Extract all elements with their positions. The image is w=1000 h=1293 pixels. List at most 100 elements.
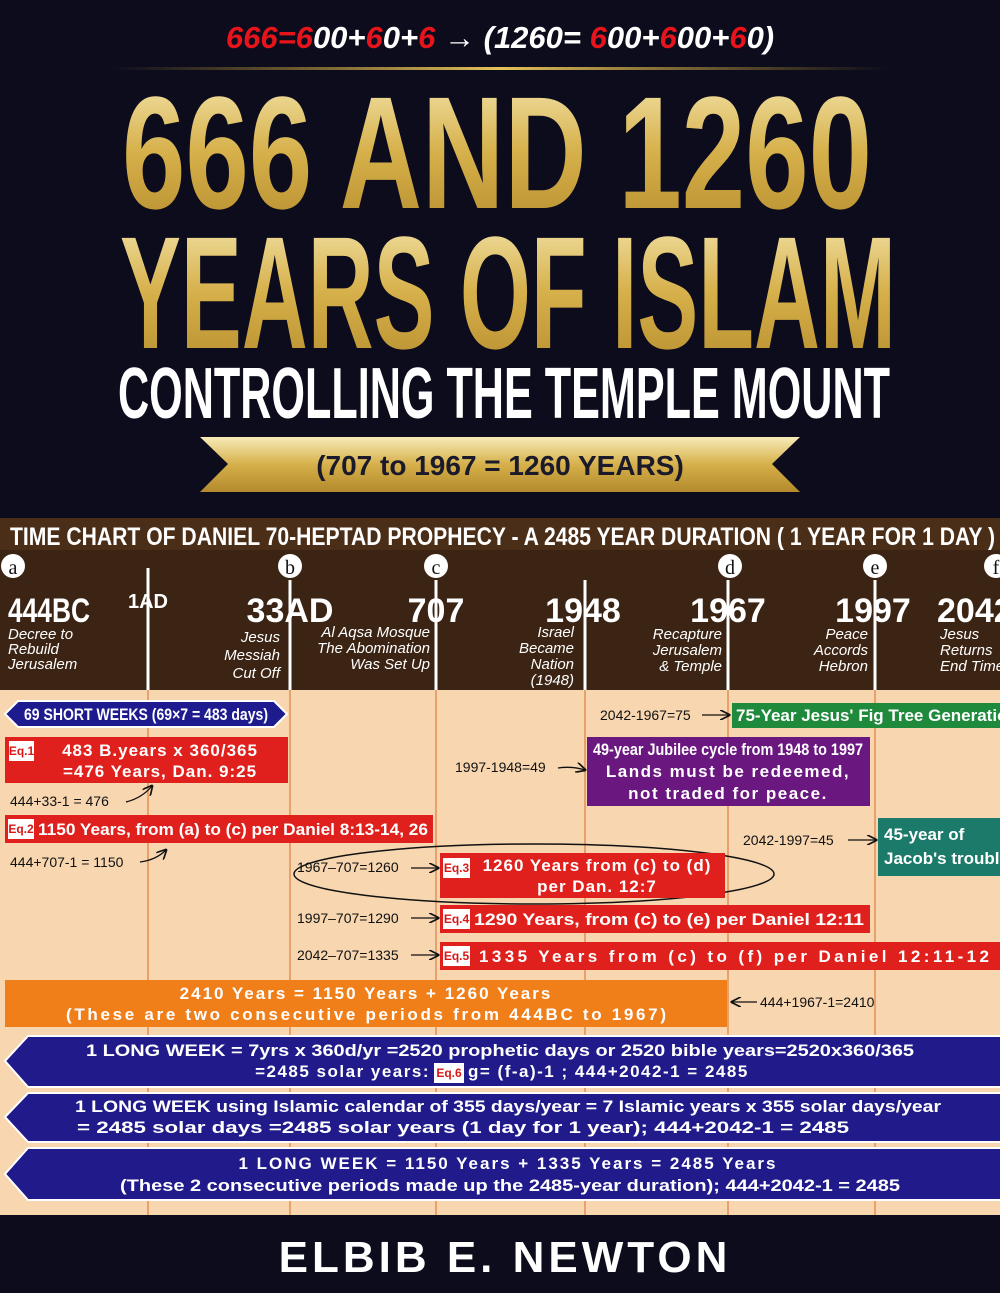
jubilee-line: Lands must be redeemed, — [606, 762, 850, 781]
arrow — [139, 850, 166, 863]
marker-circle — [718, 554, 742, 578]
jacob-line: 45-year of — [884, 825, 965, 844]
sum-line: 2410 Years = 1150 Years + 1260 Years — [180, 984, 553, 1003]
banner-text: (707 to 1967 = 1260 YEARS) — [316, 450, 684, 481]
formula-part: 6 — [659, 20, 677, 55]
formula-part: → (1260= — [435, 20, 589, 55]
badge-text: Eq.1 — [9, 744, 35, 758]
note: 444+707-1 = 1150 — [10, 854, 124, 870]
formula-part: 6 — [590, 20, 608, 55]
formula-part: 00+ — [313, 20, 366, 55]
marker: c — [432, 557, 441, 579]
badge-text: Eq.4 — [444, 912, 470, 926]
short-weeks: 69 SHORT WEEKS (69×7 = 483 days) — [24, 705, 268, 724]
author: ELBIB E. NEWTON — [279, 1233, 732, 1282]
long-week-line: (These 2 consecutive periods made up the… — [120, 1176, 900, 1195]
title-line: YEARS OF ISLAM — [120, 203, 896, 382]
badge-text: Eq.6 — [436, 1066, 462, 1080]
short-weeks-box — [3, 700, 289, 728]
year: 1997 — [835, 592, 911, 630]
eq3-line: 1260 Years from (c) to (d) — [483, 856, 712, 875]
jacob-box — [878, 818, 1000, 876]
eq4-box — [440, 905, 870, 933]
formula-part: 0) — [747, 20, 775, 55]
timeline-header — [0, 550, 1000, 690]
jubilee-box — [587, 737, 870, 806]
marker: b — [285, 557, 295, 579]
badge — [443, 909, 470, 929]
marker: d — [725, 557, 735, 579]
eq1-line: =476 Years, Dan. 9:25 — [63, 762, 257, 781]
markers: a b c d e f — [1, 554, 1000, 579]
footer — [0, 1215, 1000, 1293]
year-small: 1AD — [128, 591, 168, 613]
long-week-box — [3, 1035, 1000, 1088]
eq1-box — [5, 737, 288, 783]
sum-box — [5, 980, 727, 1027]
marker-circle — [424, 554, 448, 578]
eq4-text: 1290 Years, from (c) to (e) per Daniel 1… — [474, 910, 864, 929]
caption: Nation — [531, 656, 574, 673]
caption: Peace — [825, 626, 868, 643]
columns: 444BC Decree to Rebuild Jerusalem 33AD J… — [7, 592, 1000, 689]
marker-circle — [1, 554, 25, 578]
jacob-line: Jacob's trouble — [884, 849, 1000, 868]
formula-part: 6 — [729, 20, 747, 55]
caption: Hebron — [819, 658, 868, 675]
note: 2042-1967=75 — [600, 707, 691, 723]
caption: The Abomination — [317, 640, 430, 657]
badge-text: Eq.5 — [444, 949, 470, 963]
year: 444BC — [8, 592, 90, 630]
long-week-line: 1 LONG WEEK using Islamic calendar of 35… — [75, 1097, 941, 1116]
eq5-box — [440, 942, 1000, 970]
arrow — [125, 786, 152, 803]
note: 1997-1948=49 — [455, 759, 546, 775]
subtitle: CONTROLLING THE TEMPLE MOUNT — [118, 354, 890, 434]
long-week-line: 1 LONG WEEK = 1150 Years + 1335 Years = … — [238, 1154, 777, 1173]
long-week-line: g= (f-a)-1 ; 444+2042-1 = 2485 — [468, 1062, 749, 1081]
caption: (1948) — [531, 672, 574, 689]
badge — [443, 858, 470, 878]
year: 2042 — [937, 592, 1000, 630]
badge — [434, 1063, 464, 1083]
chart-title-bar — [0, 518, 1000, 550]
badge-text: Eq.2 — [8, 822, 34, 836]
formula-part: 6 — [366, 20, 384, 55]
marker-circle — [984, 554, 1000, 578]
header-separators — [146, 568, 877, 690]
formula-part: 00+ — [677, 20, 730, 55]
eq2-text: 1150 Years, from (a) to (c) per Daniel 8… — [38, 820, 428, 839]
eq1-line: 483 B.years x 360/365 — [62, 741, 258, 760]
caption: Decree to — [8, 626, 73, 643]
caption: Messiah — [224, 647, 280, 664]
year: 1967 — [690, 592, 766, 630]
caption: Was Set Up — [350, 656, 430, 673]
badge-text: Eq.3 — [444, 861, 470, 875]
fig-tree: 75-Year Jesus' Fig Tree Generation — [736, 706, 1000, 725]
marker-circle — [863, 554, 887, 578]
note: 444+1967-1=2410 — [760, 994, 875, 1010]
long-week-box — [3, 1092, 1000, 1143]
caption: Became — [519, 640, 574, 657]
caption: End Time — [940, 658, 1000, 675]
caption: Jesus — [939, 626, 980, 643]
year: 1948 — [545, 592, 621, 630]
formula-part: 00+ — [607, 20, 660, 55]
marker: f — [993, 557, 1000, 579]
note: 2042–707=1335 — [297, 947, 399, 963]
eq2-box — [5, 815, 433, 843]
highlight-ellipse — [293, 843, 775, 905]
year: 707 — [408, 592, 465, 630]
caption: & Temple — [659, 658, 722, 675]
chart-title: TIME CHART OF DANIEL 70-HEPTAD PROPHECY … — [10, 523, 995, 551]
long-week-line: 1 LONG WEEK = 7yrs x 360d/yr =2520 proph… — [86, 1041, 914, 1060]
divider — [110, 67, 890, 70]
badge — [443, 946, 470, 966]
caption: Returns — [940, 642, 993, 659]
formula: 666=600+60+6 → (1260= 600+600+60) — [226, 20, 774, 55]
caption: Jesus — [240, 629, 281, 646]
title-line: 666 AND 1260 — [122, 63, 872, 242]
arrow — [557, 767, 585, 770]
caption: Recapture — [653, 626, 722, 643]
